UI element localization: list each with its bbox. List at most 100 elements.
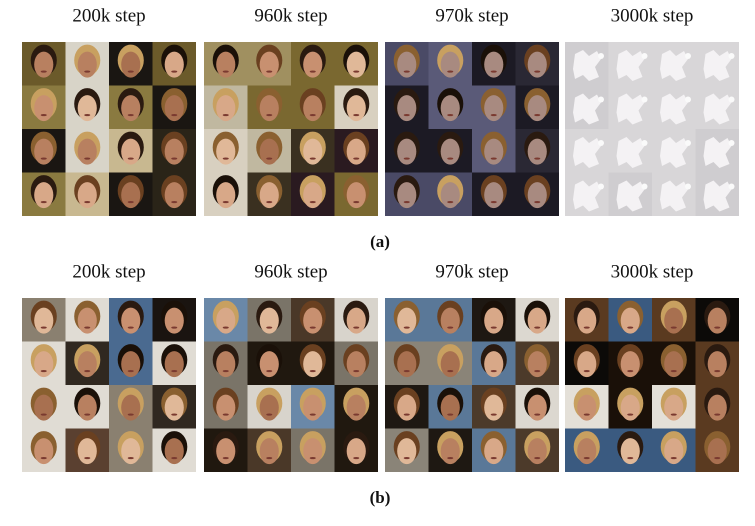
- artifact: [573, 180, 601, 212]
- face: [77, 51, 97, 78]
- face: [164, 351, 184, 378]
- face: [303, 438, 323, 465]
- face: [121, 95, 141, 122]
- mouth: [171, 70, 178, 73]
- artifact: [616, 93, 645, 125]
- face: [164, 438, 184, 465]
- mouth: [84, 70, 91, 73]
- mouth: [627, 456, 634, 460]
- mouth: [670, 326, 677, 329]
- face: [34, 394, 54, 421]
- image-grid: [204, 42, 378, 216]
- mouth: [222, 157, 229, 160]
- mouth: [714, 413, 721, 416]
- face: [216, 95, 236, 122]
- face: [259, 138, 279, 165]
- face: [216, 182, 236, 209]
- artifact: [703, 50, 732, 81]
- face: [397, 394, 417, 421]
- face: [77, 307, 97, 334]
- mouth: [266, 456, 273, 460]
- face: [397, 182, 417, 209]
- face: [121, 394, 141, 421]
- image-grid: [22, 298, 196, 472]
- mouth: [127, 157, 134, 160]
- mouth: [534, 369, 541, 373]
- mouth: [127, 369, 134, 373]
- mouth: [447, 326, 454, 329]
- face: [259, 95, 279, 122]
- face: [346, 182, 366, 209]
- mouth: [84, 456, 91, 460]
- mouth: [353, 369, 360, 373]
- face: [216, 307, 236, 334]
- artifact: [641, 53, 648, 59]
- mouth: [714, 456, 721, 460]
- face: [397, 95, 417, 122]
- mouth: [583, 369, 590, 373]
- mouth: [222, 456, 229, 460]
- mouth: [583, 456, 590, 460]
- face: [707, 438, 727, 465]
- mouth: [266, 413, 273, 416]
- face: [527, 51, 547, 78]
- face: [164, 394, 184, 421]
- mouth: [490, 70, 497, 73]
- face: [484, 51, 504, 78]
- mouth: [84, 200, 91, 204]
- image-grid: [22, 42, 196, 216]
- mouth: [447, 413, 454, 416]
- mouth: [222, 200, 229, 204]
- face: [397, 438, 417, 465]
- artifact: [703, 180, 732, 212]
- face: [620, 438, 640, 465]
- mouth: [40, 326, 47, 329]
- caption: (b): [370, 488, 391, 507]
- face: [346, 138, 366, 165]
- mouth: [84, 413, 91, 416]
- mouth: [534, 113, 541, 117]
- mouth: [222, 413, 229, 416]
- face: [259, 307, 279, 334]
- face: [34, 95, 54, 122]
- artifact: [598, 96, 604, 103]
- face: [303, 307, 323, 334]
- mouth: [353, 413, 360, 416]
- face: [440, 138, 460, 165]
- column-label: 3000k step: [611, 261, 694, 282]
- mouth: [222, 70, 229, 73]
- mouth: [309, 456, 316, 460]
- mouth: [127, 456, 134, 460]
- mouth: [171, 456, 178, 460]
- mouth: [266, 369, 273, 373]
- mouth: [127, 413, 134, 416]
- mouth: [40, 369, 47, 373]
- face: [707, 394, 727, 421]
- mouth: [309, 157, 316, 160]
- mouth: [309, 200, 316, 204]
- mouth: [40, 456, 47, 460]
- mouth: [490, 369, 497, 373]
- face: [527, 394, 547, 421]
- column-label: 200k step: [72, 261, 145, 282]
- mouth: [670, 369, 677, 373]
- face: [259, 51, 279, 78]
- artifact: [598, 53, 604, 59]
- artifact: [685, 96, 691, 103]
- face: [34, 438, 54, 465]
- mouth: [266, 113, 273, 117]
- mouth: [309, 113, 316, 117]
- face: [34, 182, 54, 209]
- face: [484, 95, 504, 122]
- artifact: [685, 183, 691, 190]
- face: [620, 351, 640, 378]
- mouth: [84, 326, 91, 329]
- face: [121, 138, 141, 165]
- mouth: [266, 157, 273, 160]
- artifact: [728, 183, 735, 190]
- face: [527, 438, 547, 465]
- face: [303, 182, 323, 209]
- mouth: [627, 326, 634, 329]
- mouth: [127, 113, 134, 117]
